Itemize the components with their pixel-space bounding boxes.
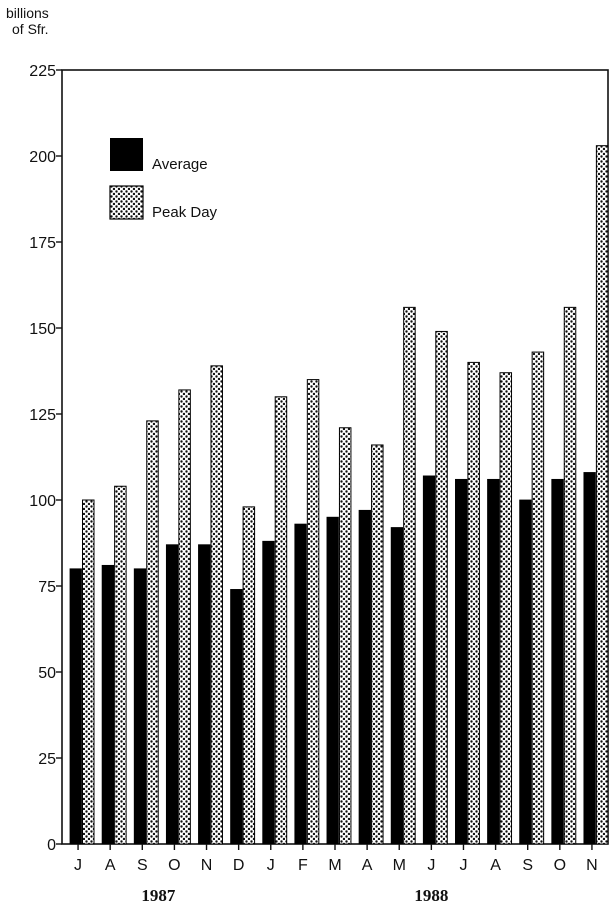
bar-peak-day	[242, 506, 256, 845]
bar-peak-day	[210, 365, 223, 845]
y-tick-label: 50	[38, 665, 56, 682]
bar-peak-day	[114, 485, 127, 845]
bar-average	[262, 540, 275, 845]
bar-peak-day	[371, 444, 384, 845]
x-tick-label: J	[267, 857, 275, 874]
bar-average	[165, 544, 179, 845]
bar-average	[519, 499, 532, 845]
bar-peak-day	[146, 420, 159, 845]
bar-peak-day	[467, 361, 480, 845]
bar-average	[422, 475, 436, 845]
x-tick-label: S	[522, 857, 533, 874]
bar-peak-day	[178, 389, 191, 845]
year-labels: 1987 1988	[141, 886, 448, 905]
y-tick-label: 0	[47, 837, 56, 854]
x-tick-label: S	[137, 857, 148, 874]
bar-average	[487, 478, 500, 845]
bar-peak-day	[563, 306, 577, 845]
y-tick-label: 175	[29, 235, 56, 252]
x-tick-label: A	[362, 857, 373, 874]
bar-peak-day	[531, 351, 545, 845]
y-tick-label: 125	[29, 407, 56, 424]
bar-peak-day	[499, 372, 513, 845]
bar-average	[390, 527, 404, 845]
bars	[69, 145, 609, 845]
x-tick-label: A	[490, 857, 501, 874]
bar-average	[583, 472, 596, 845]
y-tick-label: 200	[29, 149, 56, 166]
bar-average	[198, 544, 211, 845]
x-tick-label: A	[105, 857, 116, 874]
x-tick-label: N	[201, 857, 213, 874]
x-tick-label: J	[74, 857, 82, 874]
bar-average	[69, 568, 82, 845]
legend-swatch-peak-day	[109, 185, 144, 220]
x-tick-label: D	[233, 857, 245, 874]
y-axis-label-line1: billions	[6, 5, 49, 21]
y-tick-label: 75	[38, 579, 56, 596]
bar-peak-day	[435, 330, 448, 845]
y-tick-label: 25	[38, 751, 56, 768]
x-tick-label: O	[168, 857, 180, 874]
x-tick-label: M	[328, 857, 341, 874]
bar-average	[294, 523, 307, 845]
bar-peak-day	[595, 145, 609, 845]
bar-average	[101, 564, 115, 845]
bar-average	[551, 478, 564, 845]
bar-peak-day	[82, 499, 95, 845]
x-tick-label: O	[554, 857, 566, 874]
bar-average	[326, 516, 339, 845]
legend-swatch-average	[110, 138, 143, 171]
x-tick-label: M	[393, 857, 406, 874]
bar-average	[358, 509, 371, 845]
y-axis-label-line2: of Sfr.	[12, 21, 49, 37]
y-tick-label: 100	[29, 493, 56, 510]
x-tick-label: F	[298, 857, 308, 874]
bar-average	[455, 478, 468, 845]
y-tick-label: 225	[29, 63, 56, 80]
bar-peak-day	[306, 379, 320, 845]
x-tick-label: J	[427, 857, 435, 874]
y-tick-label: 150	[29, 321, 56, 338]
bar-peak-day	[274, 396, 288, 845]
legend: Average Peak Day	[109, 138, 218, 221]
legend-label-peak-day: Peak Day	[152, 204, 218, 221]
legend-label-average: Average	[152, 156, 208, 173]
x-tick-label: N	[586, 857, 598, 874]
bar-peak-day	[403, 306, 416, 845]
bar-average	[133, 568, 147, 845]
year-label: 1988	[414, 886, 448, 905]
year-label: 1987	[141, 886, 176, 905]
x-tick-label: J	[459, 857, 467, 874]
bar-average	[230, 589, 243, 845]
bar-peak-day	[338, 427, 352, 845]
y-axis-ticks: 0 25 50 75 100 125 150 175 200 225	[29, 63, 62, 854]
